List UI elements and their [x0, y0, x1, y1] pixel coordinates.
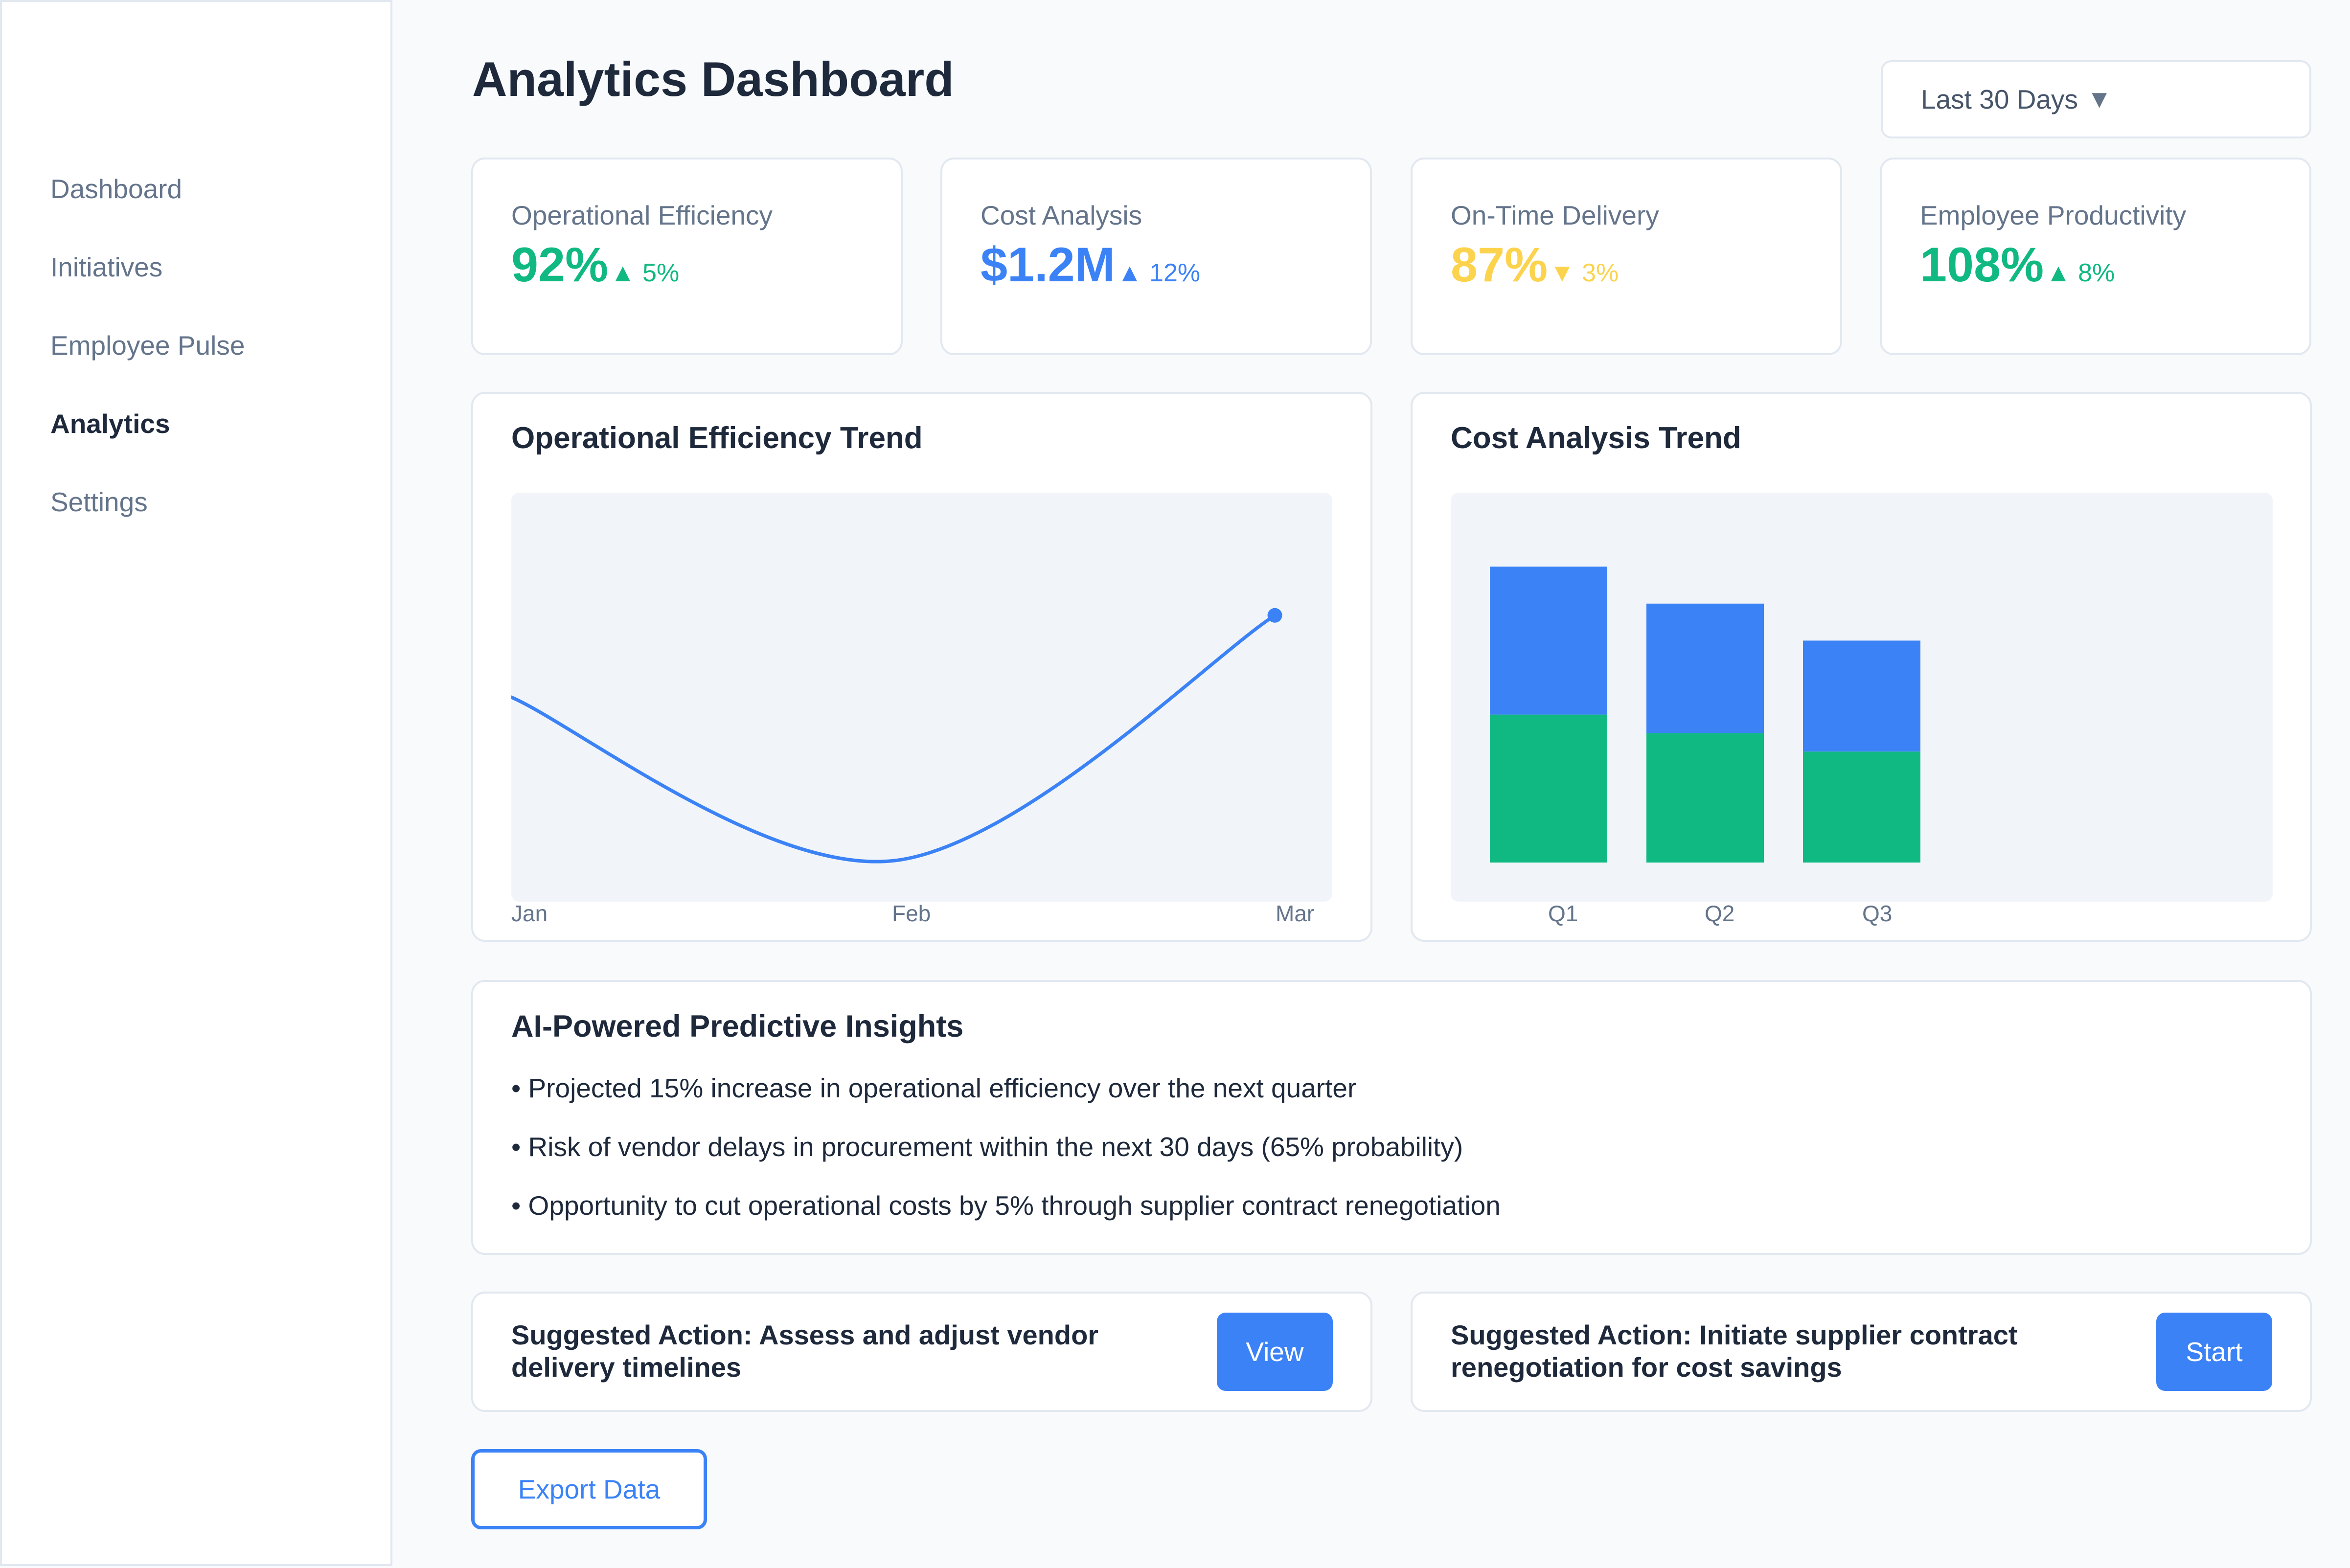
metric-label: Employee Productivity: [1920, 200, 2187, 230]
metric-value: $1.2M▲ 12%: [981, 237, 1200, 293]
suggested-action-text: Suggested Action: Assess and adjust vend…: [511, 1319, 1099, 1383]
trend-down-icon: ▼: [1550, 259, 1575, 287]
view-button[interactable]: View: [1217, 1313, 1333, 1391]
sidebar-item-dashboard[interactable]: Dashboard: [50, 174, 183, 204]
sidebar-item-analytics[interactable]: Analytics: [50, 409, 170, 439]
bar-segment: [1490, 714, 1607, 863]
metric-change: 8%: [2078, 259, 2115, 287]
metric-value-text: $1.2M: [981, 237, 1116, 292]
efficiency-trend-card: Operational Efficiency Trend Jan Feb Mar: [471, 392, 1372, 942]
metric-value: 108%▲ 8%: [1920, 237, 2115, 293]
metric-card-on-time-delivery: On-Time Delivery 87%▼ 3%: [1411, 158, 1842, 355]
trend-up-icon: ▲: [610, 259, 636, 287]
x-tick-label: Q3: [1862, 901, 1893, 926]
bar-segment: [1803, 640, 1920, 752]
sidebar-item-settings[interactable]: Settings: [50, 487, 148, 517]
metric-card-cost-analysis: Cost Analysis $1.2M▲ 12%: [940, 158, 1372, 355]
trend-up-icon: ▲: [2046, 259, 2071, 287]
cost-trend-card: Cost Analysis Trend Q1 Q2 Q3: [1411, 392, 2312, 942]
export-data-button[interactable]: Export Data: [471, 1449, 707, 1529]
date-range-label: Last 30 Days: [1921, 84, 2078, 114]
bar-segment: [1803, 751, 1920, 863]
suggested-action-text: Suggested Action: Initiate supplier cont…: [1451, 1319, 2018, 1383]
metric-value: 92%▲ 5%: [511, 237, 679, 293]
trend-up-icon: ▲: [1117, 259, 1142, 287]
sidebar: Dashboard Initiatives Employee Pulse Ana…: [0, 0, 392, 1566]
bar-segment: [1490, 567, 1607, 715]
bar-segment: [1646, 603, 1764, 733]
chart-title: Operational Efficiency Trend: [511, 421, 923, 455]
x-tick-label: Jan: [511, 901, 548, 926]
cost-plot-area: [1451, 493, 2273, 902]
metric-card-operational-efficiency: Operational Efficiency 92%▲ 5%: [471, 158, 903, 355]
insight-item: • Opportunity to cut operational costs b…: [511, 1190, 1501, 1221]
efficiency-series-line: [509, 614, 1277, 864]
x-tick-label: Feb: [892, 901, 931, 926]
metric-value: 87%▼ 3%: [1451, 237, 1619, 293]
sidebar-item-employee-pulse[interactable]: Employee Pulse: [50, 330, 245, 361]
metric-label: Cost Analysis: [981, 200, 1142, 230]
metric-card-employee-productivity: Employee Productivity 108%▲ 8%: [1880, 158, 2311, 355]
x-tick-label: Q1: [1548, 901, 1578, 926]
x-tick-label: Q2: [1705, 901, 1735, 926]
efficiency-line-chart: [509, 608, 1282, 864]
sidebar-item-initiatives[interactable]: Initiatives: [50, 252, 163, 282]
metric-value-text: 87%: [1451, 237, 1548, 292]
insight-item: • Risk of vendor delays in procurement w…: [511, 1132, 1463, 1162]
start-button[interactable]: Start: [2156, 1313, 2272, 1391]
metric-label: On-Time Delivery: [1451, 200, 1659, 230]
efficiency-plot-area: [509, 493, 1332, 902]
bar-segment: [1646, 733, 1764, 863]
suggested-action-card: Suggested Action: Initiate supplier cont…: [1411, 1292, 2312, 1412]
efficiency-end-point: [1267, 608, 1282, 623]
page-title: Analytics Dashboard: [472, 52, 954, 106]
suggested-action-card: Suggested Action: Assess and adjust vend…: [471, 1292, 1372, 1412]
chevron-down-icon: ▼: [2087, 85, 2112, 114]
metric-value-text: 108%: [1920, 237, 2044, 292]
metric-change: 12%: [1149, 259, 1201, 287]
metric-label: Operational Efficiency: [511, 200, 773, 230]
metric-value-text: 92%: [511, 237, 609, 292]
date-range-select[interactable]: Last 30 Days ▼: [1881, 60, 2311, 138]
chart-title: Cost Analysis Trend: [1451, 421, 1741, 455]
metric-change: 5%: [642, 259, 680, 287]
x-tick-label: Mar: [1276, 901, 1315, 926]
insights-card: AI-Powered Predictive Insights • Project…: [471, 980, 2312, 1255]
metric-change: 3%: [1582, 259, 1619, 287]
insights-title: AI-Powered Predictive Insights: [511, 1009, 964, 1044]
insight-item: • Projected 15% increase in operational …: [511, 1073, 1357, 1103]
cost-bar-chart: [1490, 567, 1920, 863]
